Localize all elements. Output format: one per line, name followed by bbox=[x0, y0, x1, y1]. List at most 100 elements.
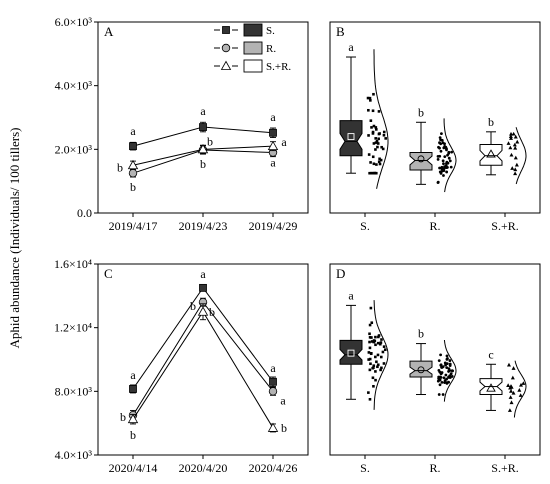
data-dot bbox=[439, 149, 443, 153]
data-dot bbox=[378, 157, 381, 161]
data-dot bbox=[374, 148, 377, 151]
data-dot bbox=[440, 132, 443, 136]
data-dot bbox=[445, 354, 449, 358]
data-dot bbox=[372, 384, 375, 388]
series-0: a a a bbox=[129, 267, 277, 394]
data-dot bbox=[440, 365, 444, 369]
mean-marker bbox=[417, 366, 425, 374]
data-point bbox=[129, 142, 137, 151]
data-dot bbox=[377, 334, 381, 337]
data-dot bbox=[506, 383, 511, 387]
data-dot bbox=[368, 171, 371, 175]
significance-letter: b bbox=[281, 421, 287, 435]
data-dot bbox=[374, 141, 378, 144]
legend-marker bbox=[220, 60, 232, 70]
significance-letter: b bbox=[200, 157, 206, 171]
data-dot bbox=[439, 372, 443, 376]
data-dot bbox=[374, 370, 377, 373]
box-group-0: S. a bbox=[339, 40, 389, 233]
series-2: b b b bbox=[127, 303, 287, 442]
data-dot bbox=[509, 136, 514, 140]
data-dot bbox=[382, 362, 386, 365]
data-dot bbox=[369, 99, 372, 102]
panel-d: D S. a R. b S.+R. c bbox=[329, 263, 541, 475]
data-dot bbox=[438, 136, 442, 140]
density-curve bbox=[513, 360, 527, 418]
x-tick-label: 2019/4/23 bbox=[179, 219, 228, 233]
data-dot bbox=[450, 375, 454, 378]
data-dot bbox=[439, 142, 443, 146]
data-dot bbox=[440, 165, 444, 169]
box-group-0: S. a bbox=[339, 288, 389, 475]
data-dot bbox=[368, 340, 371, 344]
legend-label: S. bbox=[266, 25, 275, 37]
data-dot bbox=[510, 375, 515, 380]
data-dot bbox=[382, 133, 386, 137]
data-dot bbox=[509, 385, 514, 389]
data-dot bbox=[444, 164, 448, 168]
data-dot bbox=[439, 353, 443, 357]
box-group-1: R. b bbox=[409, 327, 457, 475]
data-dot bbox=[439, 376, 443, 379]
data-dot bbox=[374, 335, 377, 339]
data-dot bbox=[508, 145, 513, 150]
significance-letter: a bbox=[281, 135, 287, 149]
significance-letter: a bbox=[270, 361, 276, 375]
data-dot bbox=[380, 366, 383, 370]
data-dot bbox=[513, 145, 518, 150]
data-dot bbox=[369, 119, 373, 122]
data-dot bbox=[511, 366, 516, 370]
data-dot bbox=[376, 341, 380, 345]
y-tick-label: 1.6×10⁴ bbox=[54, 257, 92, 271]
data-dot bbox=[377, 160, 381, 164]
data-dot bbox=[447, 370, 450, 373]
y-tick-label: 4.0×10³ bbox=[55, 79, 93, 93]
data-dot bbox=[441, 141, 445, 145]
y-axis-label: Aphid abundance (Individuals/ 100 tiller… bbox=[7, 128, 22, 349]
y-tick-label: 2.0×10³ bbox=[55, 142, 93, 156]
data-dot bbox=[440, 381, 444, 384]
data-point bbox=[129, 385, 137, 393]
legend: S. R. S.+R. bbox=[214, 23, 291, 73]
data-dot bbox=[376, 363, 380, 367]
data-dot bbox=[443, 155, 447, 159]
box-group-1: R. b bbox=[409, 105, 457, 233]
significance-letter: c bbox=[488, 347, 493, 361]
panel-c: C 4.0×10³ 8.0×10³ 1.2×10⁴ 1.6×10⁴ 2020/4/14 20… bbox=[54, 257, 309, 475]
significance-letter: b bbox=[418, 105, 424, 119]
data-dot bbox=[440, 139, 444, 142]
x-tick-label: 2020/4/14 bbox=[109, 461, 158, 475]
data-dot bbox=[374, 343, 377, 347]
x-tick-label: S.+R. bbox=[491, 461, 518, 475]
data-dot bbox=[514, 162, 519, 167]
series-line bbox=[132, 310, 274, 429]
data-dot bbox=[446, 153, 449, 157]
data-dot bbox=[368, 397, 372, 401]
data-dot bbox=[508, 134, 513, 139]
significance-letter: a bbox=[130, 368, 136, 382]
data-dot bbox=[507, 408, 512, 412]
data-point bbox=[199, 283, 207, 292]
data-dot bbox=[442, 174, 445, 177]
data-dot bbox=[366, 96, 370, 100]
mean-marker bbox=[347, 133, 355, 141]
data-dot bbox=[442, 376, 446, 380]
data-point bbox=[197, 306, 209, 316]
significance-letter: a bbox=[200, 104, 206, 118]
data-dot bbox=[376, 142, 380, 145]
data-dot bbox=[513, 167, 518, 172]
data-dot bbox=[445, 362, 449, 366]
series-2: bb a bbox=[117, 134, 287, 174]
data-dot bbox=[521, 381, 526, 385]
plot-frame bbox=[329, 21, 541, 214]
x-tick-label: S. bbox=[360, 219, 370, 233]
data-dot bbox=[512, 142, 517, 147]
data-dot bbox=[370, 336, 373, 339]
data-dot bbox=[442, 166, 446, 170]
data-dot bbox=[382, 345, 386, 348]
data-dot bbox=[437, 359, 441, 363]
significance-letter: b bbox=[207, 134, 213, 148]
data-dot bbox=[437, 377, 441, 381]
data-dot bbox=[382, 130, 386, 134]
data-dot bbox=[442, 162, 445, 166]
